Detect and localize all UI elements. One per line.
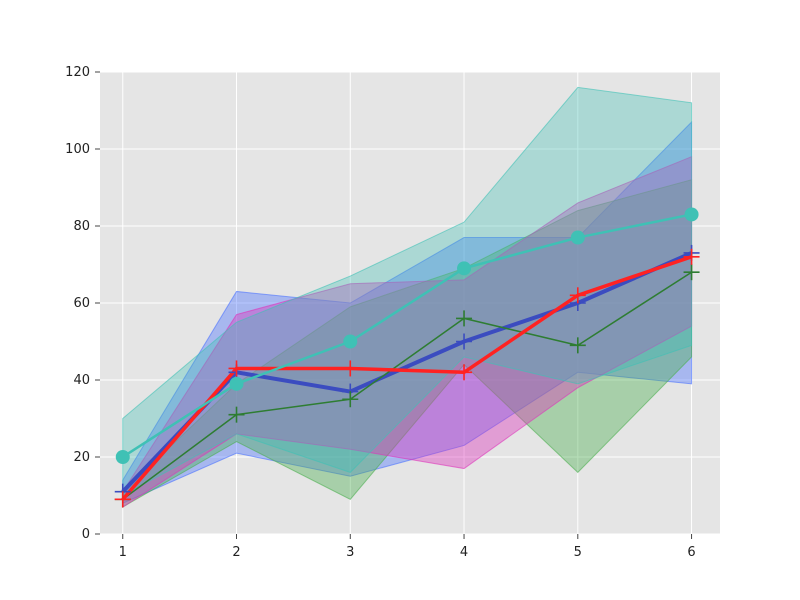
y-tick-label-3: 60 [73, 296, 90, 311]
series-2-point-5 [683, 248, 700, 265]
x-tick-label-0: 1 [119, 545, 127, 560]
y-tick-label-4: 80 [73, 219, 90, 234]
y-tick-label-0: 0 [82, 527, 90, 542]
series-0-point-3 [456, 333, 473, 350]
y-tick-label-1: 20 [73, 450, 90, 465]
series-3-point-1 [229, 376, 244, 391]
x-tick-label-3: 4 [460, 545, 468, 560]
x-tick-label-5: 6 [687, 545, 695, 560]
x-tick-label-4: 5 [574, 545, 582, 560]
series-2-line [121, 255, 693, 501]
y-tick-label-2: 40 [73, 373, 90, 388]
series-3-point-4 [570, 230, 585, 245]
series-1-line [122, 271, 692, 500]
series-3-point-5 [684, 207, 699, 222]
series-2-point-2 [342, 360, 359, 377]
series-3-point-0 [115, 450, 130, 464]
series-2-point-1 [228, 360, 245, 377]
series-1-point-2 [342, 391, 359, 408]
series-2-point-0 [114, 491, 131, 508]
x-tick-label-2: 3 [346, 545, 354, 560]
series-2-point-4 [569, 287, 586, 304]
series-0-band [122, 120, 693, 504]
series-1-band [122, 179, 693, 508]
series-3-point-2 [343, 334, 358, 349]
series-1-point-5 [683, 264, 700, 281]
y-tick-label-5: 100 [65, 142, 90, 157]
series-2-point-3 [456, 364, 473, 381]
y-tick-label-6: 120 [65, 65, 90, 80]
axis-layer: 0 20 40 60 80 100 120 1 2 3 4 5 6 [65, 65, 696, 560]
series-3-line [122, 213, 692, 459]
x-tick-label-1: 2 [232, 545, 240, 560]
series-3-point-3 [457, 261, 472, 276]
line-layer [121, 213, 693, 501]
marker-layer [114, 207, 700, 508]
series-1-point-4 [569, 337, 586, 354]
series-1-point-1 [228, 406, 245, 423]
series-3-band [122, 86, 693, 497]
series-1-point-3 [456, 310, 473, 327]
